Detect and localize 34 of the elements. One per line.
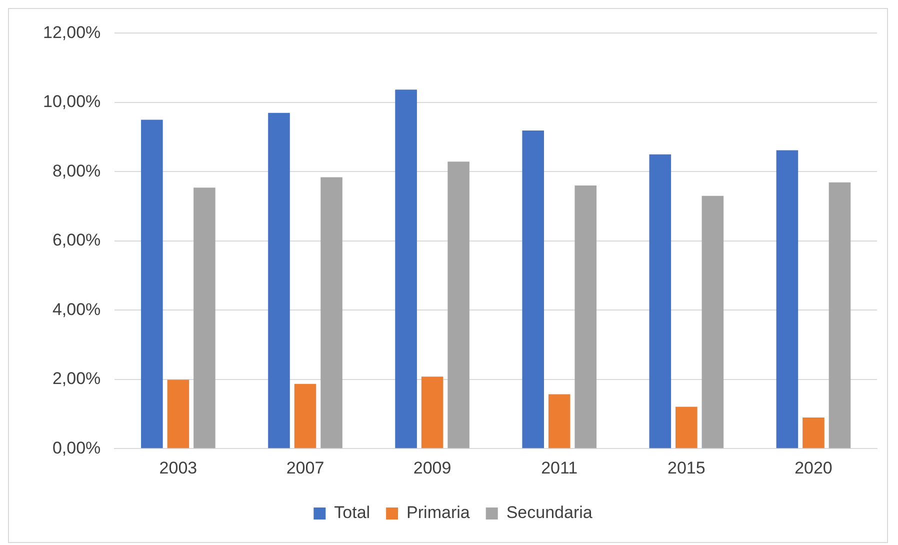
bar <box>167 380 190 448</box>
y-tick-label: 10,00% <box>42 92 101 112</box>
bar <box>294 384 316 448</box>
x-tick-label: 2015 <box>668 458 706 478</box>
y-tick-label: 12,00% <box>42 22 101 42</box>
bar <box>395 90 417 448</box>
legend-label: Total <box>334 503 370 522</box>
bar <box>320 177 342 448</box>
bar <box>574 186 597 448</box>
bar <box>268 112 290 448</box>
x-tick-label: 2007 <box>286 458 324 478</box>
x-tick-label: 2011 <box>541 458 578 478</box>
bar <box>676 406 698 448</box>
y-tick-label: 0,00% <box>52 438 101 458</box>
bar <box>776 150 798 448</box>
bar <box>141 120 163 448</box>
y-tick-label: 4,00% <box>52 300 101 319</box>
bar <box>522 130 544 448</box>
bar <box>828 182 851 448</box>
legend-label: Primaria <box>406 503 470 522</box>
bar <box>649 154 672 448</box>
bar <box>194 188 216 448</box>
y-tick-label: 6,00% <box>52 230 101 250</box>
bar <box>702 196 724 448</box>
y-tick-label: 2,00% <box>52 369 101 388</box>
x-tick-label: 2003 <box>159 458 198 478</box>
legend-label: Secundaria <box>506 503 593 522</box>
bar <box>548 394 570 448</box>
bar <box>448 162 470 448</box>
y-tick-label: 8,00% <box>52 161 101 180</box>
x-tick-label: 2020 <box>794 458 832 478</box>
x-tick-label: 2009 <box>413 458 452 478</box>
bar <box>802 417 824 448</box>
bar <box>421 376 444 448</box>
